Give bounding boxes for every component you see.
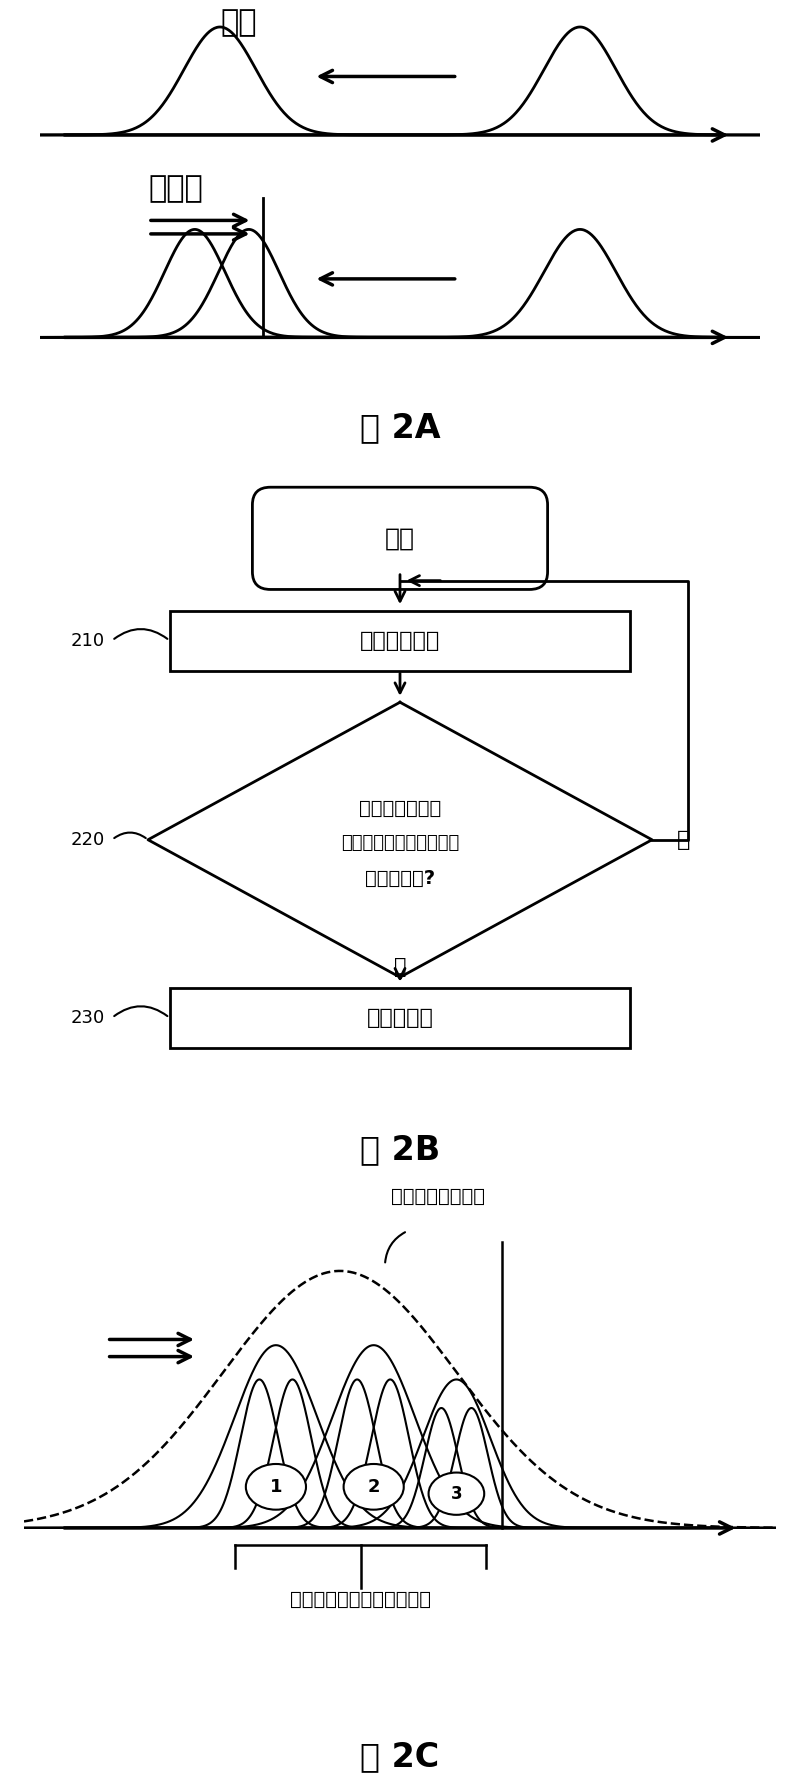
Text: 被编程到大于验证电压的: 被编程到大于验证电压的 [341, 834, 459, 851]
Text: 传送编程脉冲: 传送编程脉冲 [360, 630, 440, 650]
FancyBboxPatch shape [253, 487, 547, 589]
Text: 每个单元串的阀値电压分布: 每个单元串的阀値电压分布 [290, 1590, 431, 1608]
Text: 至少一个单元串: 至少一个单元串 [359, 798, 441, 818]
Text: 3: 3 [450, 1485, 462, 1503]
Text: 结束软编程: 结束软编程 [366, 1009, 434, 1028]
Text: 是: 是 [394, 957, 406, 976]
Circle shape [344, 1464, 404, 1510]
Text: 块的阀値电压分布: 块的阀値电压分布 [390, 1187, 485, 1207]
Text: 擦除: 擦除 [220, 7, 257, 37]
Text: 图 2C: 图 2C [360, 1740, 440, 1773]
Text: 220: 220 [70, 830, 105, 848]
Text: 图 2B: 图 2B [360, 1133, 440, 1166]
Circle shape [246, 1464, 306, 1510]
Text: 开始: 开始 [385, 527, 415, 550]
Text: 2: 2 [367, 1478, 380, 1496]
Text: 否: 否 [677, 830, 690, 850]
Text: 230: 230 [70, 1009, 105, 1026]
Text: 阀値电压吗?: 阀値电压吗? [365, 869, 435, 887]
Text: 图 2A: 图 2A [360, 411, 440, 444]
Bar [170, 610, 630, 671]
Bar [170, 987, 630, 1048]
Circle shape [429, 1473, 484, 1515]
Text: 软编程: 软编程 [148, 175, 202, 203]
Text: 1: 1 [270, 1478, 282, 1496]
Text: 210: 210 [70, 632, 105, 650]
